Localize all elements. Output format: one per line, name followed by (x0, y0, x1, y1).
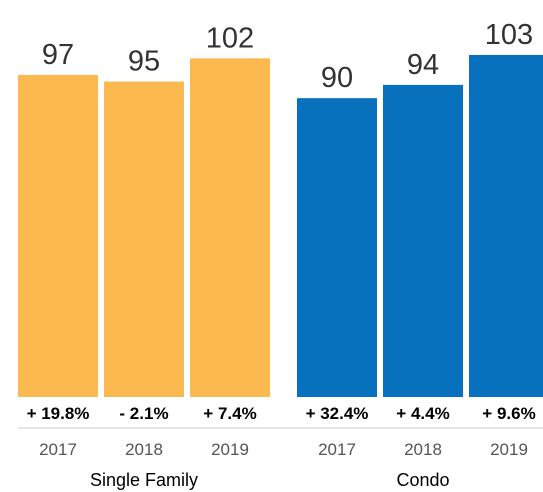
change-label-condo-2018: + 4.4% (396, 404, 449, 423)
value-label-single-family-2018: 95 (128, 46, 160, 78)
change-label-single-family-2018: - 2.1% (119, 404, 168, 423)
year-tick-label-single-family-2019: 2019 (211, 440, 249, 459)
year-tick-label-single-family-2018: 2018 (125, 440, 163, 459)
year-tick-label-single-family-2017: 2017 (39, 440, 77, 459)
value-label-single-family-2017: 97 (42, 39, 74, 71)
value-label-single-family-2019: 102 (206, 22, 254, 54)
bar-condo-2017 (297, 98, 377, 398)
year-tick-label-condo-2018: 2018 (404, 440, 442, 459)
bar-single-family-2018 (104, 81, 184, 397)
year-tick-label-condo-2017: 2017 (318, 440, 356, 459)
bar-condo-2018 (383, 84, 463, 398)
bars-layer (18, 55, 543, 398)
change-label-condo-2017: + 32.4% (306, 404, 369, 423)
change-label-single-family-2017: + 19.8% (27, 404, 90, 423)
labels-layer: 97 + 19.8% 2017 95 - 2.1% 2018 102 + 7.4% 2019 Si… (27, 19, 536, 490)
value-label-condo-2018: 94 (407, 49, 439, 81)
bar-condo-2019 (469, 55, 543, 397)
value-label-condo-2019: 103 (485, 19, 533, 51)
year-tick-label-condo-2019: 2019 (490, 440, 528, 459)
bar-single-family-2019 (190, 58, 270, 398)
change-label-condo-2019: + 9.6% (482, 404, 535, 423)
group-label-condo: Condo (396, 470, 449, 490)
bar-single-family-2017 (18, 74, 98, 397)
value-label-condo-2017: 90 (321, 62, 353, 94)
change-label-single-family-2019: + 7.4% (203, 404, 256, 423)
group-label-single-family: Single Family (90, 470, 198, 490)
